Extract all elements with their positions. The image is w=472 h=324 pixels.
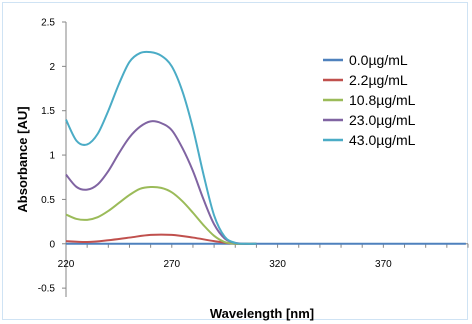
series-line-2 [65,185,257,245]
y-tick-label: 1 [49,151,55,162]
y-tick-label: 0 [49,239,55,250]
x-tick-label: 220 [58,259,75,270]
legend-label: 43.0µg/mL [349,132,416,148]
x-tick-label: 320 [269,259,286,270]
x-tick-label: 270 [163,259,180,270]
y-tick-label: 2 [49,62,55,73]
y-tick-label: 0.5 [41,195,55,206]
y-tick-label: 1.5 [41,106,55,117]
legend-label: 10.8µg/mL [349,92,416,108]
chart-frame [2,2,468,320]
legend-label: 23.0µg/mL [349,112,416,128]
x-tick-label: 370 [375,259,392,270]
series-line-3 [65,120,257,245]
y-tick-label: 2.5 [41,18,55,29]
y-tick-label: -0.5 [38,284,56,295]
series-line-4 [65,50,257,245]
legend: 0.0µg/mL 2.2µg/mL 10.8µg/mL 23.0µg/mL 43.0µg… [323,52,416,148]
x-axis-title: Wavelength [nm] [210,306,314,321]
y-axis-title: Absorbance [AU] [15,106,30,212]
legend-label: 2.2µg/mL [349,72,408,88]
legend-label: 0.0µg/mL [349,52,408,68]
series-layer [65,50,466,245]
